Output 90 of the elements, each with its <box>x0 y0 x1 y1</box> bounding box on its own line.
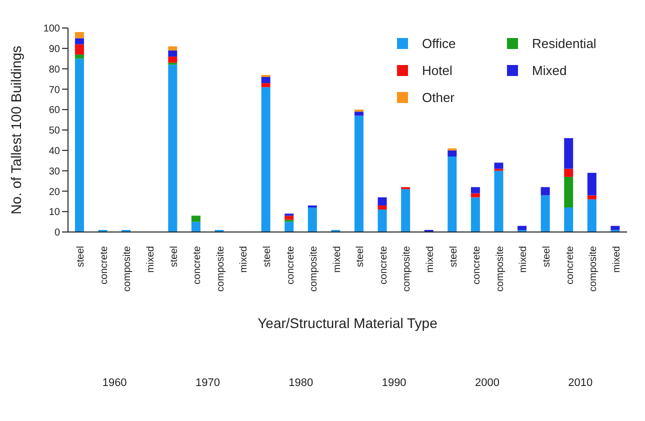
bar <box>261 87 270 232</box>
legend-label: Other <box>421 90 456 105</box>
text: 1980 <box>288 377 314 389</box>
bar <box>448 150 457 157</box>
bar <box>308 208 317 232</box>
bar <box>470 193 480 198</box>
x-tick-label: mixed <box>425 246 436 273</box>
x-tick-label: mixed <box>611 246 622 273</box>
x-tick-label: composite <box>402 246 413 292</box>
x-tick-label: composite <box>494 246 506 292</box>
bar <box>378 205 387 210</box>
y-tick-label: 50 <box>48 126 60 137</box>
text: 2000 <box>474 377 500 389</box>
bar <box>494 170 504 232</box>
bar <box>74 38 84 44</box>
bar <box>518 226 527 230</box>
bar <box>448 156 457 232</box>
x-tick-label: concrete <box>564 246 576 284</box>
legend-label: Hotel <box>421 63 454 78</box>
bar <box>587 172 596 196</box>
y-tick-label: 0 <box>54 228 60 239</box>
text: 1960 <box>101 377 128 389</box>
bar <box>74 54 84 59</box>
bar <box>261 83 270 88</box>
bar <box>470 187 480 194</box>
bar <box>308 205 317 208</box>
legend-label: Mixed <box>531 63 568 78</box>
bar <box>587 195 596 200</box>
bar <box>74 58 84 232</box>
x-tick-label: concrete <box>285 246 296 284</box>
bar <box>191 216 200 222</box>
bar <box>168 50 178 57</box>
x-tick-label: mixed <box>238 246 250 273</box>
x-tick-label: composite <box>308 246 320 292</box>
text: 2010 <box>567 377 594 389</box>
bar <box>354 112 364 116</box>
x-tick-label: steel <box>168 246 180 268</box>
y-tick-label: 70 <box>48 84 60 96</box>
bar <box>587 199 596 232</box>
bar <box>191 222 200 232</box>
x-tick-label: steel <box>448 246 460 268</box>
x-tick-label: steel <box>355 246 366 268</box>
legend-label: Residential <box>531 36 598 51</box>
y-tick-label: 10 <box>48 207 60 218</box>
x-tick-label: composite <box>215 246 226 292</box>
y-tick-label: 20 <box>48 186 60 198</box>
bar <box>168 64 178 232</box>
y-tick-label: 60 <box>48 105 60 116</box>
bar <box>378 210 387 232</box>
y-tick-label: 90 <box>48 44 60 55</box>
x-tick-label: concrete <box>378 246 390 284</box>
bar <box>564 168 574 177</box>
bar <box>74 32 84 38</box>
bar <box>168 56 178 63</box>
bar <box>401 189 410 232</box>
bar <box>284 216 294 220</box>
text: 1990 <box>380 377 408 389</box>
bar <box>564 208 574 232</box>
bar <box>540 187 550 196</box>
x-axis-title: Year/Structural Material Type <box>258 315 438 331</box>
bar <box>354 116 364 232</box>
bar <box>564 138 574 169</box>
bar <box>74 44 84 55</box>
y-tick-label: 30 <box>48 166 60 178</box>
bar <box>284 222 294 232</box>
y-tick-label: 80 <box>48 64 60 76</box>
x-tick-label: concrete <box>472 246 483 284</box>
y-axis-title: No. of Tallest 100 Buildings <box>8 46 24 214</box>
y-tick-label: 100 <box>43 24 60 35</box>
bar <box>540 195 550 232</box>
bar <box>494 162 504 169</box>
bar <box>378 197 387 206</box>
y-tick-label: 40 <box>48 146 60 157</box>
x-tick-label: composite <box>122 246 134 292</box>
bar <box>261 76 270 84</box>
x-tick-label: mixed <box>332 246 343 273</box>
x-tick-label: concrete <box>98 246 110 284</box>
x-tick-label: composite <box>588 246 600 292</box>
text: 1970 <box>194 377 221 389</box>
legend-label: Office <box>421 36 457 51</box>
x-tick-label: concrete <box>192 246 204 284</box>
bar <box>610 226 620 230</box>
bar <box>168 46 178 50</box>
x-tick-label: steel <box>262 246 273 268</box>
x-tick-label: mixed <box>146 246 157 273</box>
x-tick-label: mixed <box>518 246 530 273</box>
bar <box>564 176 574 208</box>
bar <box>470 197 480 232</box>
x-tick-label: steel <box>76 246 87 268</box>
x-tick-label: steel <box>541 246 552 268</box>
